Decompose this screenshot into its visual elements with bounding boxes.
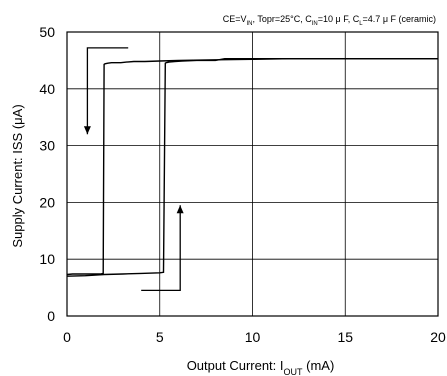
arrow-line-2 xyxy=(141,205,181,292)
y-tick-labels: 0 10 20 30 40 50 xyxy=(39,24,55,324)
y-tick-label: 0 xyxy=(47,308,55,324)
arrow-head-2 xyxy=(176,205,184,214)
x-tick-label: 10 xyxy=(245,329,261,345)
plot-frame xyxy=(66,31,439,317)
hysteresis-arrows xyxy=(83,47,184,292)
x-tick-label: 15 xyxy=(337,329,353,345)
conditions-label: CE=VIN, Topr=25°C, CIN=10 μ F, CL=4.7 μ … xyxy=(223,14,436,27)
y-tick-label: 30 xyxy=(39,138,55,154)
arrow-line-1 xyxy=(86,47,129,135)
y-axis-label: Supply Current: ISS (μA) xyxy=(10,104,25,247)
y-tick-label: 40 xyxy=(39,81,55,97)
y-tick-label: 20 xyxy=(39,194,55,210)
grid xyxy=(67,32,438,316)
x-tick-label: 5 xyxy=(156,329,164,345)
arrow-head-1 xyxy=(83,126,91,135)
x-tick-labels: 0 5 10 15 20 xyxy=(63,329,446,345)
series-lines xyxy=(66,58,438,277)
x-axis-label: Output Current: IOUT (mA) xyxy=(187,358,335,376)
y-tick-label: 10 xyxy=(39,251,55,267)
y-tick-label: 50 xyxy=(39,24,55,40)
x-tick-label: 20 xyxy=(430,329,446,345)
series-line-increasing xyxy=(66,58,438,277)
x-tick-label: 0 xyxy=(63,329,71,345)
